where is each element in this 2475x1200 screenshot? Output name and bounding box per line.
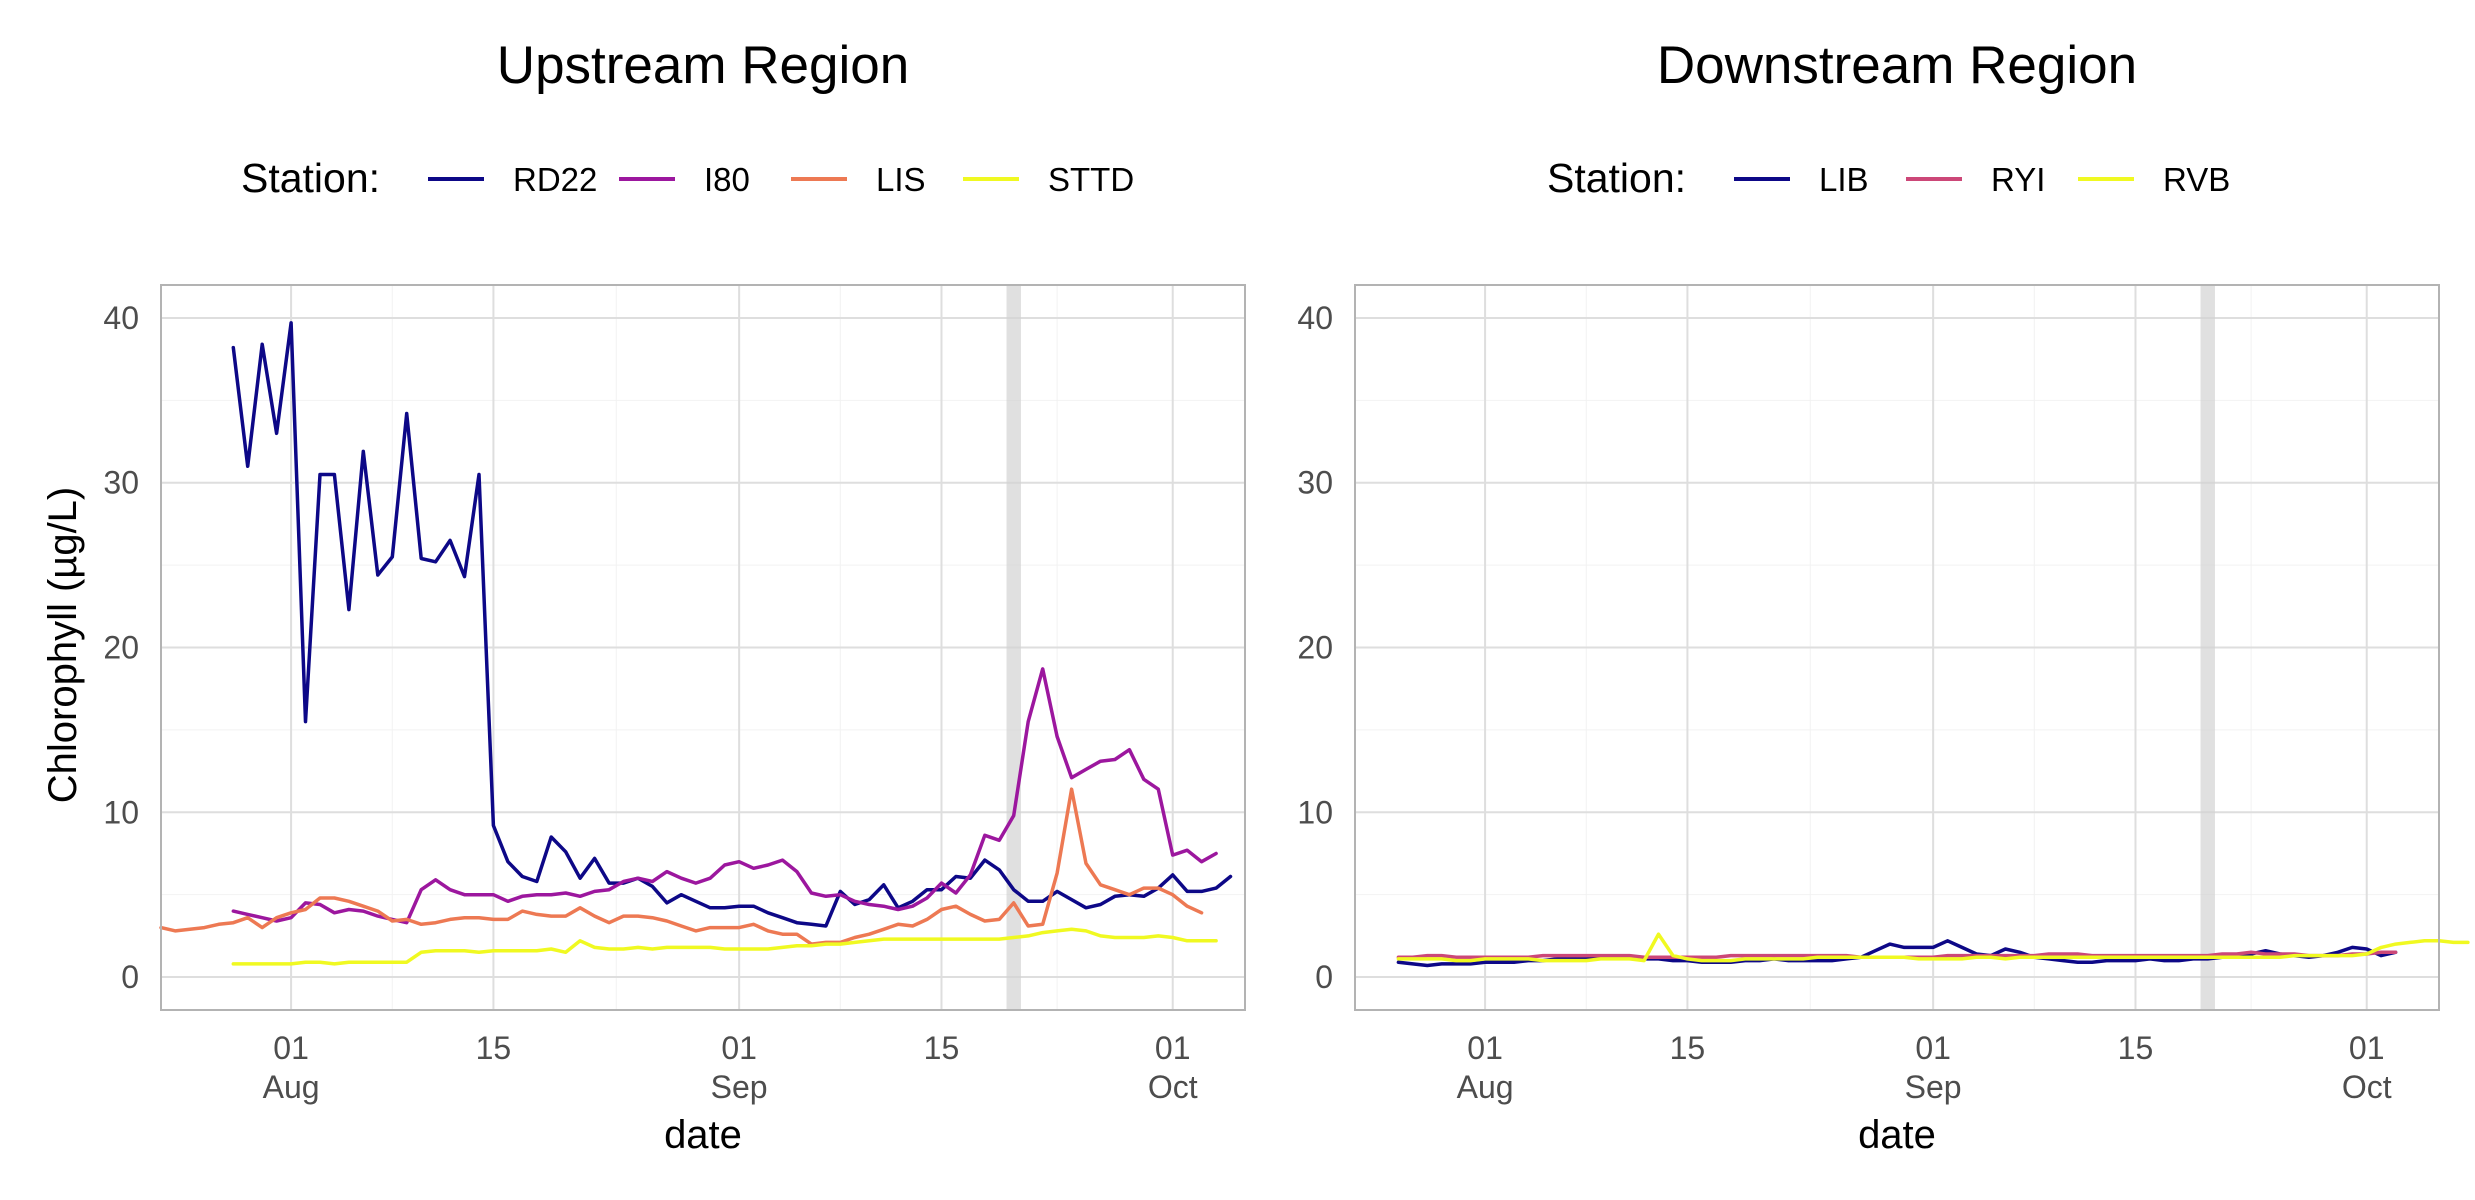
- series-lines: [1396, 932, 2470, 968]
- event-shade: [2200, 285, 2215, 1010]
- plot-border: [160, 284, 1246, 1011]
- y-tick-label: 0: [1315, 959, 1333, 995]
- y-tick-label: 20: [1297, 630, 1333, 666]
- y-tick-label: 10: [103, 794, 139, 830]
- series-line-lis: [159, 787, 1204, 946]
- upstream-panel: Upstream Region Station: RD22 I80 LIS STTD …: [103, 36, 1246, 1157]
- x-tick-month-label: Oct: [2342, 1069, 2392, 1105]
- legend: Station: RD22 I80 LIS STTD: [241, 155, 1134, 201]
- x-tick-label: 15: [924, 1030, 960, 1066]
- legend-items: RD22 I80 LIS STTD: [428, 161, 1134, 198]
- x-tick-label: 01: [1155, 1030, 1191, 1066]
- gridlines: [1355, 285, 2439, 1010]
- x-axis-label: date: [1858, 1113, 1936, 1157]
- x-tick-label: 01: [273, 1030, 309, 1066]
- x-tick-label: 01: [2349, 1030, 2385, 1066]
- panel-title: Downstream Region: [1657, 36, 2137, 95]
- x-tick-label: 01: [721, 1030, 757, 1066]
- y-tick-label: 20: [103, 630, 139, 666]
- shaded-band: [2200, 285, 2215, 1010]
- downstream-panel: Downstream Region Station: LIB RYI RVB 010…: [1297, 36, 2470, 1157]
- legend-label: RYI: [1991, 161, 2045, 198]
- plot-border: [1354, 284, 2440, 1011]
- x-axis-label: date: [664, 1113, 742, 1157]
- x-tick-month-label: Aug: [263, 1069, 320, 1105]
- x-tick-month-label: Aug: [1457, 1069, 1514, 1105]
- x-tick-label: 15: [1670, 1030, 1706, 1066]
- series-lines: [159, 321, 1233, 966]
- series-line-rd22: [231, 321, 1233, 928]
- y-tick-label: 0: [121, 959, 139, 995]
- series-line-rvb: [1396, 932, 2470, 963]
- legend: Station: LIB RYI RVB: [1547, 155, 2230, 201]
- legend-items: LIB RYI RVB: [1734, 161, 2230, 198]
- x-tick-label: 15: [2118, 1030, 2154, 1066]
- legend-label: RVB: [2163, 161, 2230, 198]
- event-shade: [1006, 285, 1021, 1010]
- y-tick-label: 30: [103, 465, 139, 501]
- legend-label: LIS: [876, 161, 926, 198]
- legend-title: Station:: [1547, 155, 1686, 201]
- series-line-sttd: [231, 927, 1218, 966]
- y-tick-label: 10: [1297, 794, 1333, 830]
- legend-label: LIB: [1819, 161, 1869, 198]
- y-tick-label: 40: [1297, 300, 1333, 336]
- y-axis-label: Chlorophyll (µg/L): [41, 487, 85, 804]
- x-tick-month-label: Sep: [711, 1069, 768, 1105]
- x-tick-month-label: Oct: [1148, 1069, 1198, 1105]
- legend-title: Station:: [241, 155, 380, 201]
- legend-label: STTD: [1048, 161, 1134, 198]
- shaded-band: [1006, 285, 1021, 1010]
- panel-title: Upstream Region: [497, 36, 909, 95]
- y-tick-labels: 0 10 20 30 40: [103, 300, 139, 995]
- x-tick-month-label: Sep: [1905, 1069, 1962, 1105]
- x-tick-label: 01: [1467, 1030, 1503, 1066]
- legend-label: I80: [704, 161, 750, 198]
- legend-label: RD22: [513, 161, 597, 198]
- y-tick-labels: 0 10 20 30 40: [1297, 300, 1333, 995]
- y-tick-label: 40: [103, 300, 139, 336]
- y-tick-label: 30: [1297, 465, 1333, 501]
- x-tick-label: 15: [476, 1030, 512, 1066]
- x-tick-label: 01: [1915, 1030, 1951, 1066]
